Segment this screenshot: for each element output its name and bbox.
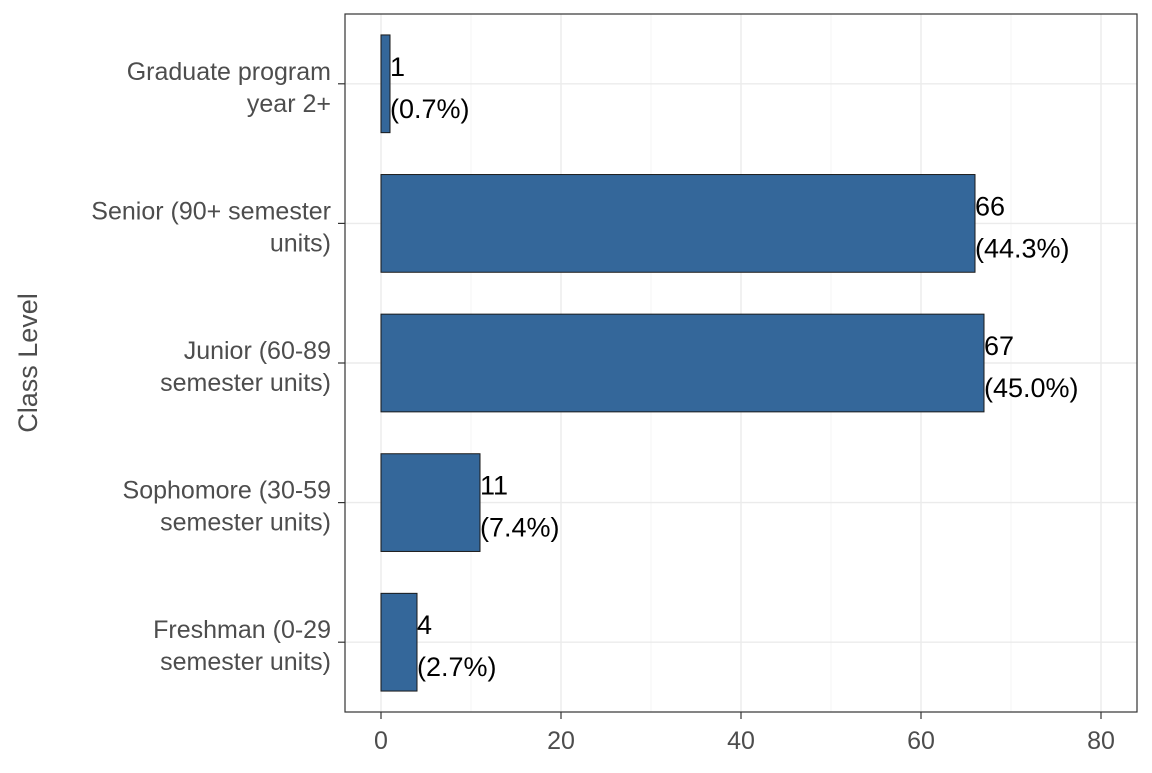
y-tick-label: Senior (90+ semester units) bbox=[91, 197, 331, 257]
y-axis-title: Class Level bbox=[13, 293, 43, 433]
bar-percent-label: (44.3%) bbox=[975, 233, 1070, 263]
bar-percent-label: (45.0%) bbox=[984, 373, 1079, 403]
y-tick-label-line: Graduate program bbox=[127, 58, 331, 86]
y-tick-label: Graduate program year 2+ bbox=[127, 58, 331, 118]
bar bbox=[380, 453, 481, 552]
bar-count-label: 1 bbox=[390, 52, 405, 82]
bar-percent-label: (2.7%) bbox=[417, 652, 497, 682]
x-tick-label: 0 bbox=[374, 727, 388, 755]
axis-layer: Graduate program year 2+ Senior (90+ semes… bbox=[91, 58, 1115, 755]
bar bbox=[380, 34, 391, 134]
bar-percent-label: (7.4%) bbox=[480, 513, 560, 543]
y-tick-label-line: semester units) bbox=[160, 369, 331, 397]
bar-percent-label: (0.7%) bbox=[390, 94, 470, 124]
y-tick-label-line: Sophomore (30-59 bbox=[123, 477, 331, 505]
y-tick-label: Freshman (0-29 semester units) bbox=[153, 616, 331, 676]
y-tick-label-line: Freshman (0-29 bbox=[153, 616, 331, 644]
bar-count-label: 67 bbox=[984, 331, 1014, 361]
bar bbox=[380, 313, 985, 413]
bars-layer: 1 (0.7%) 66 (44.3%) 67 (45.0%) 11 (7.4%) 4 (2.7%) bbox=[380, 34, 1079, 692]
bar-count-label: 11 bbox=[480, 471, 508, 501]
bar-count-label: 66 bbox=[975, 191, 1005, 221]
y-tick-label: Junior (60-89 semester units) bbox=[160, 337, 331, 397]
y-tick-label-line: semester units) bbox=[160, 509, 331, 537]
y-tick-label-line: semester units) bbox=[160, 648, 331, 676]
x-tick-label: 60 bbox=[907, 727, 935, 755]
y-tick-label: Sophomore (30-59 semester units) bbox=[123, 477, 331, 537]
y-tick-label-line: Junior (60-89 bbox=[184, 337, 331, 365]
x-tick-label: 20 bbox=[547, 727, 575, 755]
bar bbox=[380, 174, 976, 273]
bar bbox=[380, 592, 418, 692]
y-tick-label-line: units) bbox=[270, 229, 331, 257]
bar-count-label: 4 bbox=[417, 610, 432, 640]
x-tick-label: 40 bbox=[727, 727, 755, 755]
y-tick-label-line: Senior (90+ semester bbox=[91, 197, 331, 225]
y-tick-label-line: year 2+ bbox=[247, 90, 331, 118]
x-tick-label: 80 bbox=[1087, 727, 1115, 755]
